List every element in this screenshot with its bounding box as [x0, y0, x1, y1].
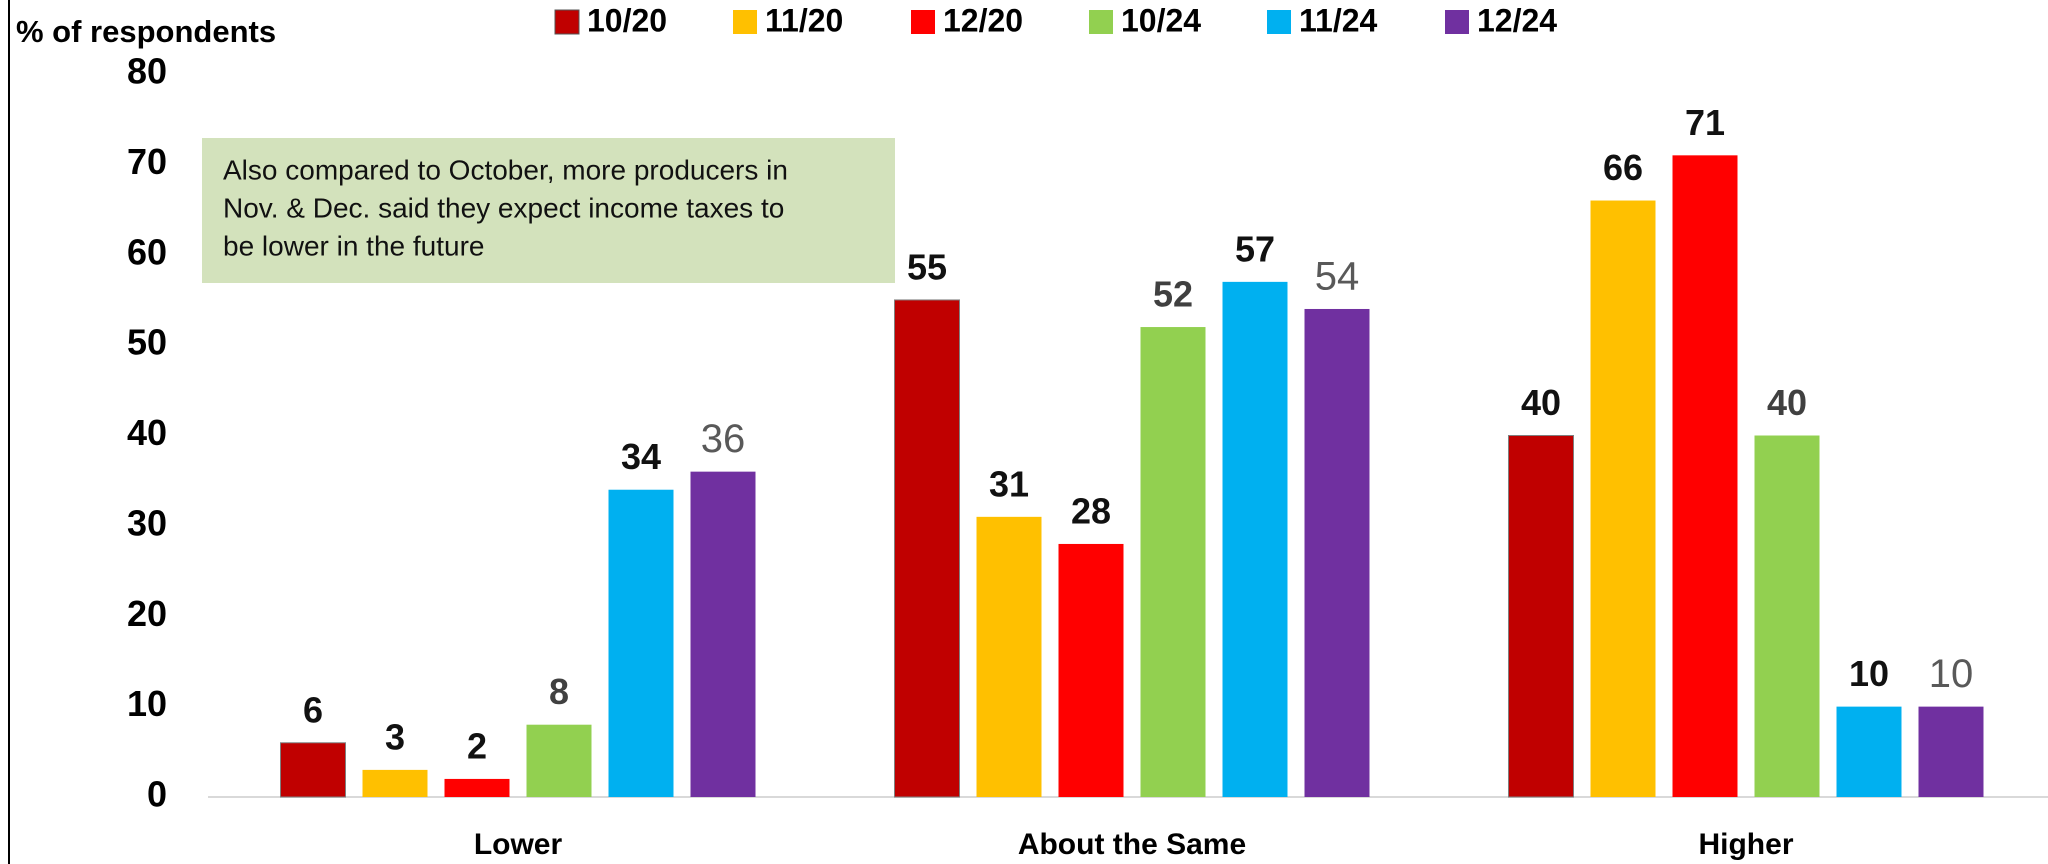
bar — [444, 778, 510, 797]
data-label: 66 — [1603, 147, 1643, 188]
data-label: 40 — [1521, 382, 1561, 423]
data-label: 10 — [1929, 652, 1974, 696]
data-label: 55 — [907, 246, 947, 287]
legend-swatch — [911, 10, 935, 34]
bar — [976, 516, 1042, 797]
bar — [1222, 281, 1288, 797]
bar — [362, 769, 428, 797]
y-tick-label: 50 — [127, 322, 167, 363]
legend-swatch — [1445, 10, 1469, 34]
y-tick-label: 80 — [127, 51, 167, 92]
data-label: 52 — [1153, 274, 1193, 315]
data-label: 28 — [1071, 490, 1111, 531]
bar — [1140, 327, 1206, 797]
x-tick-label: About the Same — [1018, 828, 1246, 861]
data-label: 8 — [549, 671, 569, 712]
bar — [1754, 435, 1820, 797]
bar — [1918, 706, 1984, 797]
bar — [1304, 308, 1370, 797]
y-tick-label: 40 — [127, 412, 167, 453]
bar — [1590, 200, 1656, 797]
legend-label: 12/24 — [1477, 2, 1557, 38]
data-label: 34 — [621, 436, 661, 477]
annotation-text: Also compared to October, more producers… — [223, 154, 788, 185]
y-tick-label: 70 — [127, 141, 167, 182]
data-label: 57 — [1235, 228, 1275, 269]
y-tick-label: 60 — [127, 231, 167, 272]
data-label: 10 — [1849, 653, 1889, 694]
data-label: 2 — [467, 725, 487, 766]
legend-label: 10/24 — [1121, 2, 1201, 38]
legend-swatch — [733, 10, 757, 34]
data-label: 6 — [303, 689, 323, 730]
bar — [280, 742, 346, 798]
legend-label: 10/20 — [587, 2, 667, 38]
legend-swatch — [554, 9, 580, 35]
annotation-box — [202, 138, 895, 283]
bar — [1058, 543, 1124, 797]
bar — [1836, 706, 1902, 797]
bar — [1672, 155, 1738, 797]
data-label: 31 — [989, 463, 1029, 504]
y-tick-label: 0 — [147, 774, 167, 815]
data-label: 71 — [1685, 102, 1725, 143]
data-label: 36 — [701, 417, 746, 461]
bar — [608, 489, 674, 797]
y-tick-label: 10 — [127, 683, 167, 724]
annotation-text: Nov. & Dec. said they expect income taxe… — [223, 192, 784, 223]
annotation-text: be lower in the future — [223, 230, 485, 261]
bar — [1508, 435, 1574, 798]
legend-label: 11/24 — [1299, 2, 1378, 38]
bar — [894, 299, 960, 798]
y-tick-label: 30 — [127, 502, 167, 543]
data-label: 3 — [385, 716, 405, 757]
legend-label: 11/20 — [765, 2, 843, 38]
y-tick-label: 20 — [127, 593, 167, 634]
data-label: 40 — [1767, 382, 1807, 423]
legend-swatch — [1267, 10, 1291, 34]
data-label: 54 — [1315, 255, 1360, 299]
x-tick-label: Lower — [474, 828, 563, 861]
bar — [526, 724, 592, 797]
x-tick-label: Higher — [1698, 828, 1793, 861]
legend-label: 12/20 — [943, 2, 1023, 38]
legend-swatch — [1089, 10, 1113, 34]
bar — [690, 471, 756, 797]
y-axis-title: % of respondents — [16, 14, 276, 49]
